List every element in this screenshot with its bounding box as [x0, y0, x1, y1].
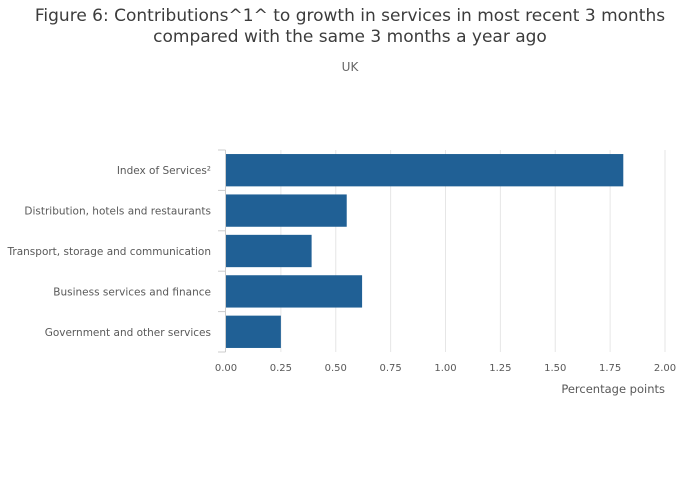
y-category-label: Index of Services² [117, 165, 211, 177]
x-tick-label: 1.00 [434, 363, 456, 374]
axes: 0.00 0.25 0.50 0.75 1.00 1.25 1.50 1.75 2.00 Inde… [7, 149, 676, 374]
x-tick-label: 1.50 [544, 363, 566, 374]
x-tick-label: 0.75 [379, 363, 401, 374]
title-block: Figure 6: Contributions^1^ to growth in … [0, 6, 700, 74]
x-tick-label: 0.25 [270, 363, 292, 374]
chart-title-line-2: compared with the same 3 months a year a… [153, 27, 547, 47]
y-category-label: Distribution, hotels and restaurants [24, 206, 211, 218]
x-tick-label: 0.00 [215, 363, 237, 374]
bar [226, 194, 347, 227]
bar [226, 315, 281, 348]
y-category-label: Business services and finance [53, 286, 211, 298]
y-category-label: Transport, storage and communication [7, 246, 211, 258]
bar [226, 234, 312, 268]
x-tick-label: 1.25 [489, 363, 511, 374]
bar [226, 154, 624, 187]
x-axis-title: Percentage points [561, 382, 665, 396]
x-tick-label: 0.50 [325, 363, 347, 374]
y-category-label: Government and other services [45, 327, 211, 339]
chart-subtitle: UK [341, 60, 359, 74]
chart-title-line-1: Figure 6: Contributions^1^ to growth in … [34, 6, 666, 26]
x-tick-label: 2.00 [654, 363, 676, 374]
bars [226, 154, 624, 348]
x-tick-label: 1.75 [599, 363, 621, 374]
bar [226, 275, 363, 308]
